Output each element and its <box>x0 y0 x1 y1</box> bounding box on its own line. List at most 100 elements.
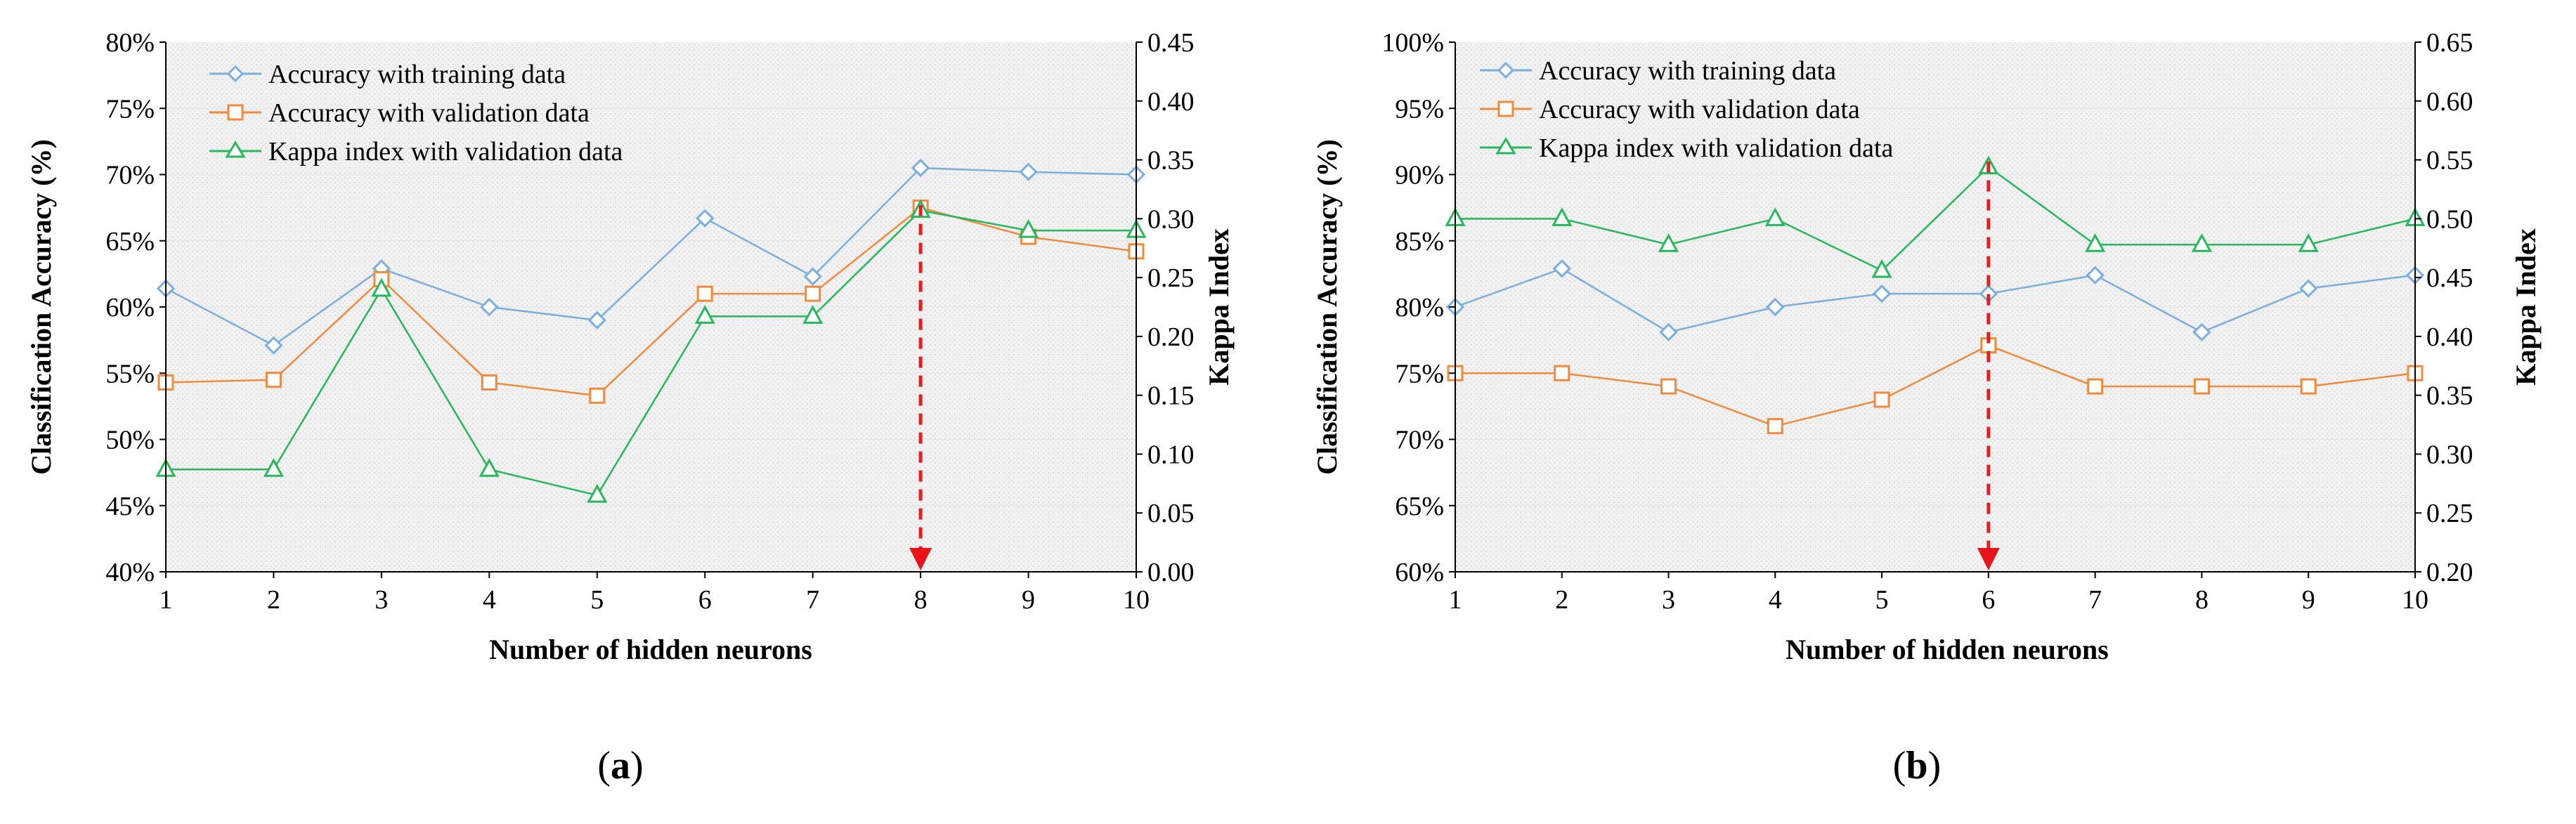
data-point <box>587 483 608 503</box>
y2-axis-title: Kappa Index <box>1203 228 1235 385</box>
x-tick-label: 8 <box>2195 585 2209 615</box>
series-line <box>165 207 1137 397</box>
y-tick-label: 95% <box>1395 94 1444 124</box>
data-point <box>264 336 283 355</box>
y2-tick-label: 0.30 <box>1147 204 1195 234</box>
y-tick-label: 75% <box>105 94 155 124</box>
y2-tick-label: 0.30 <box>2426 440 2473 469</box>
series-line <box>166 209 1136 497</box>
arrow-head <box>1977 548 2000 570</box>
data-point <box>696 285 713 302</box>
data-point <box>1764 207 1785 226</box>
y2-tick-label: 0.25 <box>2426 499 2473 528</box>
y2-tick-label: 0.45 <box>2426 263 2473 293</box>
x-tick-label: 1 <box>160 585 173 615</box>
data-point <box>265 372 282 388</box>
data-point <box>1658 233 1679 252</box>
data-point <box>911 158 930 178</box>
data-point <box>371 277 392 297</box>
legend-item-validation: Accuracy with validation data <box>209 98 590 128</box>
x-tick-label: 10 <box>1123 585 1150 615</box>
series-line <box>165 166 1137 347</box>
data-point <box>479 458 500 477</box>
data-point <box>1019 162 1038 181</box>
y2-tick-label: 0.00 <box>1147 558 1195 587</box>
x-tick-label: 5 <box>590 585 604 615</box>
legend-item-validation: Accuracy with validation data <box>1480 95 1860 124</box>
svg-text:Kappa index with validation da: Kappa index with validation data <box>1539 133 1894 163</box>
data-point <box>2087 378 2104 395</box>
svg-text:Accuracy with training data: Accuracy with training data <box>268 60 566 89</box>
series-line <box>1455 267 2416 334</box>
chart-panel-a: 40% 45% 50% 55% 60% 65% 70% 75% 80% 0.00 0.05 0.10… <box>25 28 1235 787</box>
y2-tick-label: 0.65 <box>2426 28 2473 58</box>
x-tick-label: 6 <box>698 585 712 615</box>
data-point <box>1873 391 1890 408</box>
x-tick-label: 9 <box>1022 585 1035 615</box>
svg-text:Accuracy with validation data: Accuracy with validation data <box>1539 95 1860 124</box>
y2-tick-label: 0.25 <box>1147 263 1195 293</box>
y-tick-label: 100% <box>1381 28 1444 58</box>
arrow-layer <box>909 204 932 570</box>
y2-tick-label: 0.45 <box>1147 28 1195 58</box>
x-axis-title: Number of hidden neurons <box>1785 634 2109 665</box>
arrow-head <box>909 548 932 570</box>
data-point <box>1872 285 1892 303</box>
y2-tick-label: 0.40 <box>2426 322 2473 352</box>
data-point <box>1554 365 1570 381</box>
y-tick-label: 45% <box>105 492 155 521</box>
data-point <box>1871 259 1892 278</box>
legend-item-training: Accuracy with training data <box>209 60 566 89</box>
x-tick-label: 4 <box>1769 585 1782 615</box>
x-tick-label: 1 <box>1449 585 1462 615</box>
x-ticks: 1 2 3 4 5 6 7 8 9 10 <box>160 572 1150 615</box>
data-point <box>2192 322 2211 341</box>
y-tick-label: 80% <box>105 28 155 58</box>
y2-tick-label: 0.40 <box>1147 87 1195 117</box>
y2-ticks: 0.00 0.05 0.10 0.15 0.20 0.25 0.30 0.35 0.40 0.45 <box>1136 28 1195 587</box>
data-point <box>802 305 824 324</box>
data-point <box>1767 418 1783 435</box>
x-tick-label: 5 <box>1875 585 1889 615</box>
svg-text:Accuracy with training data: Accuracy with training data <box>1539 56 1836 86</box>
legend: Accuracy with training data Accuracy wit… <box>1480 56 1894 163</box>
data-point <box>1018 218 1039 238</box>
panel-label-b: (b) <box>1893 744 1941 787</box>
y-axis-title: Classification Accuracy (%) <box>1311 139 1343 475</box>
y-axis-title: Classification Accuracy (%) <box>25 139 57 475</box>
arrow-layer <box>1977 161 2000 570</box>
y2-tick-label: 0.50 <box>2426 204 2473 234</box>
y2-tick-label: 0.10 <box>1147 440 1195 469</box>
y-tick-label: 55% <box>105 359 155 388</box>
y2-tick-label: 0.60 <box>2426 87 2473 117</box>
y2-tick-label: 0.05 <box>1147 499 1195 528</box>
legend: Accuracy with training data Accuracy wit… <box>209 60 623 166</box>
y-tick-label: 80% <box>1395 293 1444 322</box>
x-tick-label: 3 <box>375 585 388 615</box>
y-tick-label: 75% <box>1395 359 1444 388</box>
x-ticks: 1 2 3 4 5 6 7 8 9 10 <box>1449 572 2428 615</box>
data-point <box>1659 322 1678 341</box>
svg-text:Accuracy with validation data: Accuracy with validation data <box>268 98 590 128</box>
data-point <box>1552 259 1571 278</box>
legend-item-training: Accuracy with training data <box>1480 56 1836 86</box>
x-tick-label: 4 <box>483 585 496 615</box>
y2-tick-label: 0.35 <box>1147 146 1195 176</box>
y-tick-label: 40% <box>105 558 155 587</box>
y2-axis-title: Kappa Index <box>2510 228 2542 385</box>
data-point <box>2191 233 2212 252</box>
y-tick-label: 65% <box>105 227 155 256</box>
y-tick-label: 70% <box>105 161 155 190</box>
data-point <box>2298 233 2319 252</box>
y2-tick-label: 0.15 <box>1147 381 1195 411</box>
x-tick-label: 8 <box>914 585 928 615</box>
series-line <box>1455 344 2416 427</box>
y-tick-label: 50% <box>105 426 155 455</box>
y2-ticks: 0.20 0.25 0.30 0.35 0.40 0.45 0.50 0.55 0.60 0.65 <box>2415 28 2473 587</box>
y2-tick-label: 0.20 <box>1147 322 1195 352</box>
x-tick-label: 2 <box>267 585 280 615</box>
data-point <box>263 458 284 477</box>
y-tick-label: 60% <box>105 293 155 322</box>
data-point <box>696 209 715 228</box>
